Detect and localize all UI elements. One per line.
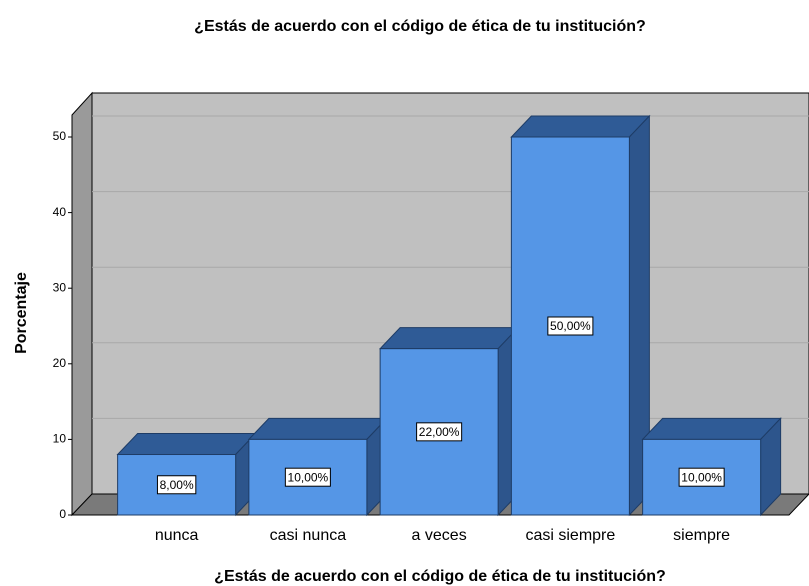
value-label-box: [156, 475, 197, 495]
x-tick-label: casi siempre: [525, 527, 615, 544]
bar-top: [116, 433, 257, 456]
y-tick-label: 40: [53, 205, 67, 219]
x-axis-label: ¿Estás de acuerdo con el código de ética…: [214, 568, 666, 585]
value-label: 22,00%: [419, 425, 460, 439]
y-tick-label: 50: [53, 129, 67, 143]
value-label-box: [416, 422, 463, 442]
x-tick-label: casi nunca: [270, 527, 347, 544]
y-tick-label: 20: [53, 356, 67, 370]
y-tick-label: 0: [59, 507, 66, 521]
y-tick-label: 30: [53, 280, 67, 294]
bar-top: [378, 327, 520, 350]
value-label-box: [547, 316, 594, 336]
side-wall: [71, 91, 93, 517]
bar-top: [247, 417, 389, 440]
value-label-box: [678, 467, 725, 487]
y-axis-label: Porcentaje: [13, 272, 30, 354]
value-label: 10,00%: [681, 470, 722, 484]
y-tick-label: 10: [53, 432, 67, 446]
chart-title: ¿Estás de acuerdo con el código de ética…: [194, 18, 646, 35]
value-label: 8,00%: [160, 478, 194, 492]
bar-top: [641, 417, 782, 440]
x-tick-label: a veces: [412, 527, 467, 544]
value-label: 10,00%: [288, 470, 329, 484]
value-label: 50,00%: [550, 319, 591, 333]
bars: 8,00% 10,00% 22,00% 50,00% 10,00%: [116, 114, 782, 517]
x-tick-label: siempre: [673, 527, 730, 544]
value-label-box: [284, 467, 331, 487]
bar-top: [510, 115, 651, 138]
x-tick-label: nunca: [155, 527, 199, 544]
